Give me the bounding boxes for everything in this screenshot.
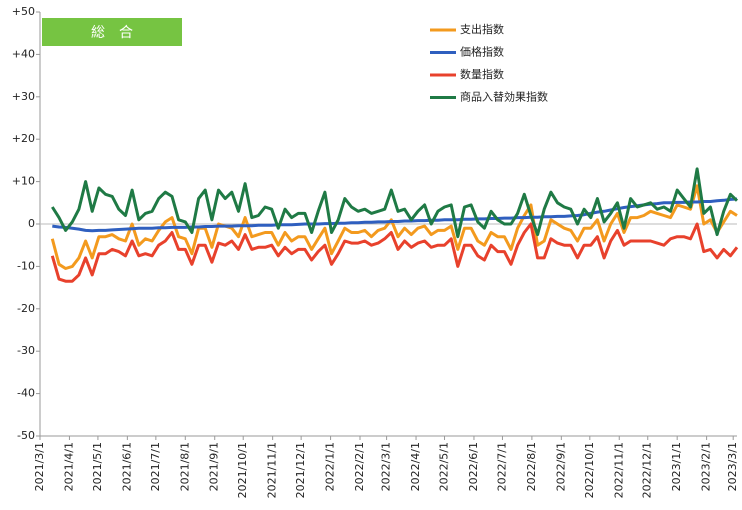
series-line [51, 167, 739, 239]
x-tick-label: 2021/10/1 [236, 442, 249, 498]
y-tick-label: -30 [17, 344, 35, 357]
x-tick-label: 2021/5/1 [91, 442, 104, 491]
x-tick-label: 2022/4/1 [409, 442, 422, 491]
legend-label: 数量指数 [460, 67, 504, 81]
x-tick-label: 2022/8/1 [525, 442, 538, 491]
x-tick-label: 2022/5/1 [438, 442, 451, 491]
x-tick-label: 2021/6/1 [120, 442, 133, 491]
x-tick-label: 2021/8/1 [178, 442, 191, 491]
y-tick-label: 0 [28, 217, 35, 230]
x-tick-label: 2021/9/1 [208, 442, 221, 491]
x-tick-label: 2022/3/1 [380, 442, 393, 491]
chart-title: 総 合 [91, 25, 133, 41]
x-tick-label: 2021/7/1 [149, 442, 162, 491]
x-tick-label: 2021/12/1 [294, 442, 307, 498]
x-tick-label: 2022/1/1 [324, 442, 337, 491]
x-tick-label: 2022/9/1 [554, 442, 567, 491]
y-tick-label: +40 [12, 47, 35, 60]
y-tick-label: -10 [17, 259, 35, 272]
title-box [42, 18, 182, 46]
x-tick-label: 2021/11/1 [266, 442, 279, 498]
y-tick-label: -20 [17, 302, 35, 315]
x-tick-label: 2023/1/1 [670, 442, 683, 491]
x-tick-label: 2022/6/1 [467, 442, 480, 491]
x-tick-label: 2023/3/1 [726, 442, 739, 491]
x-tick-label: 2023/2/1 [700, 442, 713, 491]
y-tick-label: +50 [12, 5, 35, 18]
legend-label: 支出指数 [460, 22, 504, 36]
y-tick-label: -40 [17, 387, 35, 400]
x-tick-label: 2022/7/1 [495, 442, 508, 491]
x-tick-label: 2021/3/1 [33, 442, 46, 491]
x-tick-label: 2022/10/1 [583, 442, 596, 498]
x-tick-label: 2022/12/1 [641, 442, 654, 498]
series-line [50, 184, 738, 270]
y-tick-label: +10 [12, 175, 35, 188]
legend-label: 価格指数 [460, 45, 504, 59]
x-tick-label: 2022/2/1 [353, 442, 366, 491]
series-line [50, 222, 739, 283]
y-tick-label: -50 [17, 429, 35, 442]
y-tick-label: +20 [12, 132, 35, 145]
x-tick-label: 2021/4/1 [62, 442, 75, 491]
x-tick-label: 2022/11/1 [612, 442, 625, 498]
legend-label: 商品入替効果指数 [460, 90, 548, 104]
y-tick-label: +30 [12, 90, 35, 103]
series-line [52, 197, 738, 233]
